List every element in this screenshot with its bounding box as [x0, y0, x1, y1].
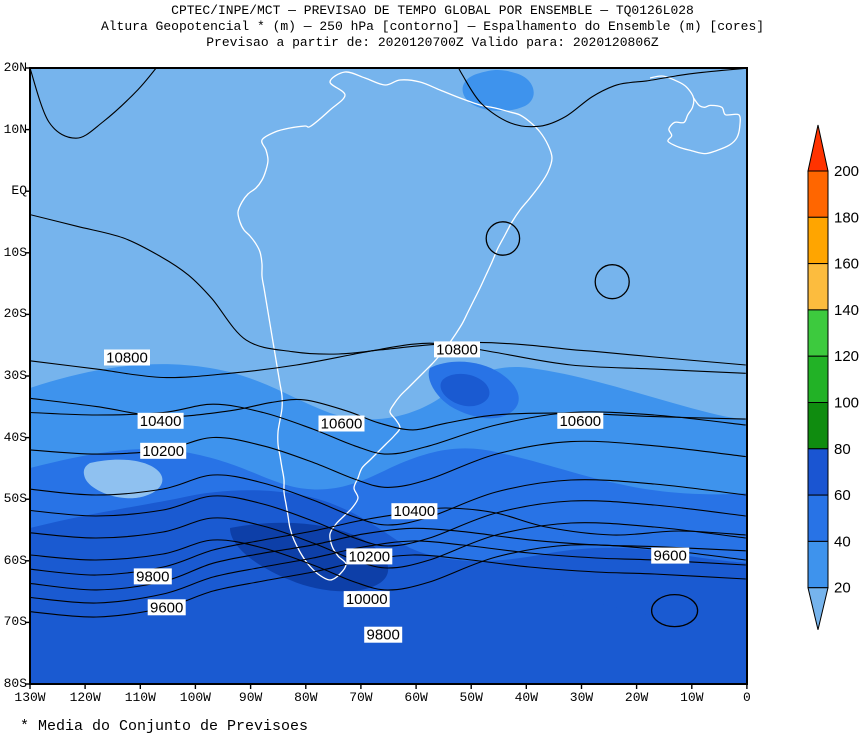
svg-text:200: 200	[834, 163, 859, 180]
svg-text:40: 40	[834, 533, 851, 550]
svg-text:10000: 10000	[346, 591, 388, 608]
svg-text:10600: 10600	[559, 413, 601, 430]
svg-text:80: 80	[834, 441, 851, 458]
svg-text:10800: 10800	[436, 341, 478, 358]
svg-text:9800: 9800	[136, 568, 169, 585]
svg-text:160: 160	[834, 256, 859, 273]
svg-text:10400: 10400	[140, 413, 182, 430]
svg-text:100: 100	[834, 395, 859, 412]
svg-text:60: 60	[834, 487, 851, 504]
svg-text:10200: 10200	[348, 548, 390, 565]
svg-text:20: 20	[834, 580, 851, 597]
svg-text:9600: 9600	[150, 599, 183, 616]
svg-text:120: 120	[834, 348, 859, 365]
svg-text:9800: 9800	[367, 627, 400, 644]
svg-text:10800: 10800	[106, 350, 148, 367]
svg-text:10600: 10600	[321, 416, 363, 433]
svg-text:140: 140	[834, 302, 859, 319]
svg-text:9600: 9600	[654, 548, 687, 565]
svg-text:180: 180	[834, 209, 859, 226]
svg-text:10200: 10200	[142, 443, 184, 460]
svg-text:10400: 10400	[394, 503, 436, 520]
